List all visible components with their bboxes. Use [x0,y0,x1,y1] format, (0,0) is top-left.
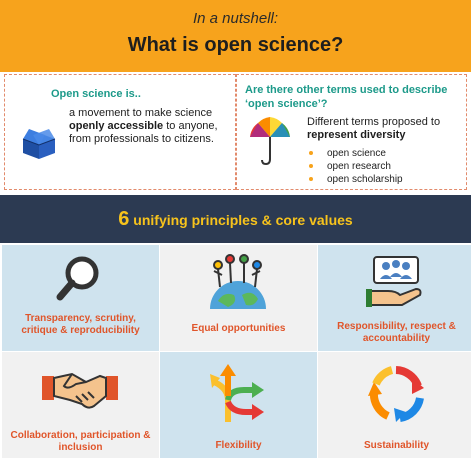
terms-panel: Are there other terms used to describe ‘… [236,74,467,190]
principle-label: Flexibility [215,440,262,451]
principle-card-collaboration: Collaboration, participation & inclusion [2,352,159,458]
definition-text-bold: openly accessible [69,120,164,132]
principle-card-flexibility: Flexibility [160,352,317,458]
globe-people-icon [210,254,266,309]
terms-text: Different terms proposed to represent di… [307,116,465,142]
hand-group-icon [366,256,422,307]
list-item: open scholarship [307,173,403,186]
header-subtitle: In a nutshell: [192,10,279,27]
terms-title: Are there other terms used to describe ‘… [245,84,448,110]
principles-banner: 6 unifying principles & core values [0,195,471,243]
definition-text-post: to anyone, from professionals to citizen… [69,120,218,145]
header-banner: In a nutshell: What is open science? [0,0,471,72]
definition-title: Open science is.. [51,88,141,100]
principle-card-responsibility: Responsibility, respect & accountability [318,245,471,351]
principle-card-equal-opportunities: Equal opportunities [160,245,317,351]
magnifier-icon [56,256,99,301]
open-box-icon [22,129,56,159]
principles-heading: 6 unifying principles & core values [0,208,471,231]
principle-label: Equal opportunities [191,323,286,334]
principle-label: Responsibility, respect & accountability [337,321,456,344]
terms-text-bold: represent diversity [307,129,406,141]
principles-heading-text: unifying principles & core values [129,212,353,228]
branching-arrows-icon [210,364,264,422]
umbrella-icon [250,117,290,166]
principle-label: Transparency, scrutiny, critique & repro… [21,313,140,336]
principle-card-transparency: Transparency, scrutiny, critique & repro… [2,245,159,351]
definition-text: a movement to make science openly access… [69,107,234,146]
terms-list: open science open research open scholars… [307,147,403,186]
definition-text-pre: a movement to make science [69,107,213,119]
principles-count: 6 [118,208,130,230]
page-title: What is open science? [127,34,344,56]
principle-card-sustainability: Sustainability [318,352,471,458]
principle-label: Sustainability [363,440,429,451]
definition-panel: Open science is.. a movement to make sci… [4,74,236,190]
list-item: open research [307,160,403,173]
principle-label: Collaboration, participation & inclusion [10,430,151,453]
list-item: open science [307,147,403,160]
recycle-icon [368,366,424,422]
terms-text-pre: Different terms proposed to [307,116,441,128]
handshake-icon [42,372,118,409]
